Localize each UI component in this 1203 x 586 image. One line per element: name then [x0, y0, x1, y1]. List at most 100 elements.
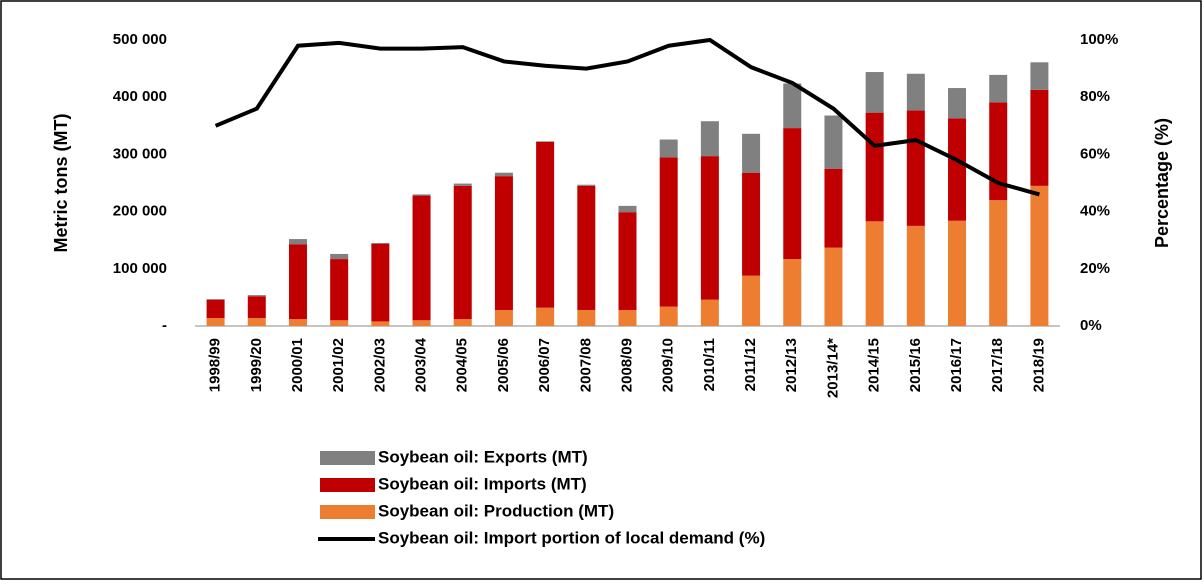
bar — [288, 319, 307, 326]
legend-label: Soybean oil: Exports (MT) — [378, 447, 588, 466]
bar — [536, 141, 555, 142]
legend-label: Soybean oil: Production (MT) — [378, 501, 614, 520]
y2-axis-label: Percentage (%) — [1152, 118, 1172, 248]
x-tick-label: 2000/01 — [289, 338, 306, 392]
bar — [659, 306, 678, 326]
x-tick-label: 2010/11 — [701, 338, 718, 391]
bar — [906, 110, 925, 226]
x-tick-label: 2008/09 — [618, 338, 635, 392]
bar — [948, 88, 967, 119]
y2-tick-label: 0% — [1080, 317, 1102, 334]
x-tick-label: 2003/04 — [413, 337, 430, 392]
bar — [330, 320, 349, 326]
bar — [288, 239, 307, 245]
bar — [700, 156, 719, 300]
bar — [742, 133, 761, 173]
bar — [618, 212, 637, 310]
bar — [494, 309, 513, 326]
bar — [206, 299, 225, 318]
legend-label: Soybean oil: Imports (MT) — [378, 474, 587, 493]
bar — [247, 317, 266, 326]
bar — [824, 115, 843, 169]
bar — [783, 259, 802, 326]
bar — [906, 73, 925, 111]
bar — [453, 185, 472, 320]
y2-tick-label: 100% — [1080, 31, 1118, 48]
bar — [865, 112, 884, 222]
bar — [989, 200, 1008, 326]
bar — [906, 225, 925, 326]
bar — [948, 118, 967, 221]
bar — [824, 247, 843, 326]
bar — [865, 72, 884, 113]
x-tick-label: 2012/13 — [783, 338, 800, 392]
bar — [1030, 89, 1049, 186]
bar — [577, 185, 596, 310]
bar — [783, 128, 802, 260]
x-tick-label: 2009/10 — [660, 338, 677, 392]
y-tick-label: 200 000 — [113, 203, 167, 220]
bar — [206, 317, 225, 326]
legend-swatch — [320, 478, 375, 492]
x-tick-label: 2004/05 — [454, 338, 471, 392]
x-tick-label: 2001/02 — [330, 338, 347, 392]
x-tick-label: 1999/20 — [248, 338, 265, 392]
bar — [989, 74, 1008, 103]
bar — [742, 172, 761, 276]
y-axis-label: Metric tons (MT) — [51, 114, 71, 253]
bar — [577, 184, 596, 186]
bar — [1030, 185, 1049, 326]
x-tick-label: 2011/12 — [742, 338, 759, 391]
bar — [618, 205, 637, 213]
x-tick-label: 2013/14* — [824, 338, 841, 398]
bar — [412, 194, 431, 196]
bar — [412, 320, 431, 326]
bar — [536, 141, 555, 308]
bar — [412, 195, 431, 321]
bar — [577, 309, 596, 326]
bar — [948, 220, 967, 326]
bar — [330, 253, 349, 260]
y2-tick-label: 20% — [1080, 260, 1110, 277]
x-tick-label: 2016/17 — [948, 338, 965, 392]
bar — [865, 221, 884, 326]
x-tick-label: 1998/99 — [207, 338, 224, 392]
x-tick-label: 2005/06 — [495, 338, 512, 392]
bar — [1030, 62, 1049, 90]
y-tick-label: - — [162, 317, 167, 334]
x-tick-label: 2002/03 — [371, 338, 388, 392]
x-tick-label: 2014/15 — [866, 338, 883, 392]
bar — [659, 139, 678, 158]
bar — [824, 168, 843, 248]
y2-tick-label: 60% — [1080, 145, 1110, 162]
line — [214, 37, 1040, 197]
bar — [371, 321, 390, 326]
bar — [494, 172, 513, 177]
x-tick-label: 2015/16 — [907, 338, 924, 392]
y2-tick-label: 40% — [1080, 203, 1110, 220]
bar — [288, 244, 307, 320]
bar — [536, 307, 555, 326]
bar — [494, 176, 513, 310]
bar — [659, 157, 678, 307]
legend-label: Soybean oil: Import portion of local dem… — [378, 528, 765, 547]
bar — [453, 319, 472, 326]
bar — [700, 299, 719, 326]
bar — [371, 243, 390, 322]
y-tick-label: 500 000 — [113, 31, 167, 48]
bar — [206, 299, 225, 300]
y-tick-label: 100 000 — [113, 260, 167, 277]
bar — [783, 83, 802, 129]
bar — [371, 243, 390, 244]
legend-swatch — [320, 451, 375, 465]
bar — [453, 183, 472, 186]
bar — [618, 309, 637, 326]
bar — [989, 102, 1008, 201]
bar — [247, 295, 266, 297]
x-tick-label: 2007/08 — [577, 338, 594, 392]
bar — [700, 121, 719, 157]
y-tick-label: 400 000 — [113, 88, 167, 105]
y2-tick-label: 80% — [1080, 88, 1110, 105]
